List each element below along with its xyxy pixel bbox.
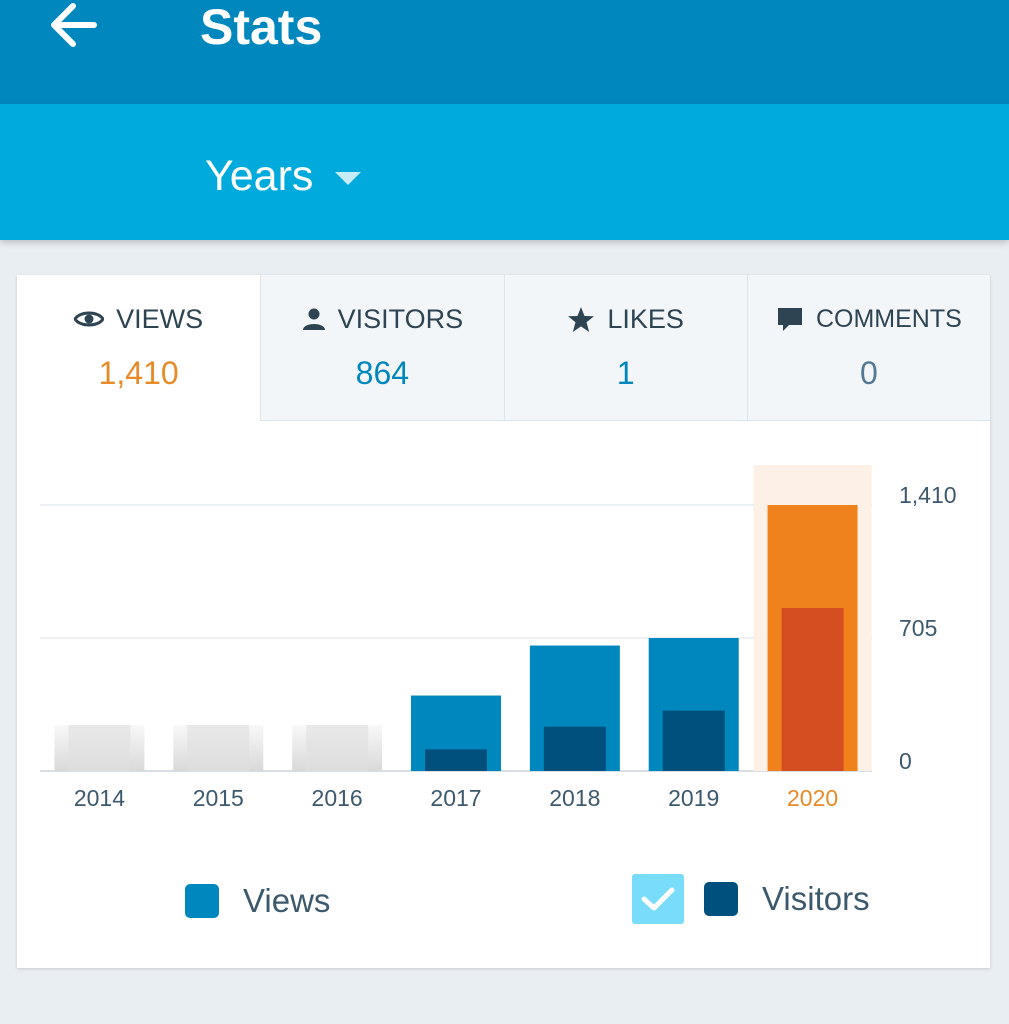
visitors-bar [662, 710, 725, 771]
star-icon [568, 306, 595, 332]
views-bar-chart: 2014 2015 2016 2017 2018 2019 2020 0 705 1,410 [40, 465, 957, 811]
y-axis-label: 1,410 [899, 482, 957, 508]
tab-label: LIKES [607, 303, 684, 334]
back-button[interactable] [46, 0, 102, 54]
chart-legend: Views Visitors [17, 850, 990, 940]
tab-visitors[interactable]: VISITORS 864 [260, 275, 504, 421]
empty-bar-placeholder-inner [187, 725, 250, 771]
x-axis-label: 2018 [549, 785, 600, 811]
legend-views: Views [185, 882, 330, 920]
visitors-bar [543, 726, 606, 771]
check-icon [641, 887, 675, 911]
y-axis-label: 705 [899, 615, 937, 641]
tab-value: 1 [616, 355, 635, 391]
visitors-checkbox[interactable] [632, 874, 684, 924]
visitors-bar [425, 749, 487, 771]
x-axis-label: 2020 [787, 785, 838, 811]
tab-value: 1,410 [98, 355, 179, 391]
visitors-bar [781, 608, 844, 771]
stats-card: VIEWS 1,410 VISITORS 864 LIKES 1 [17, 275, 990, 968]
y-axis-label: 0 [899, 748, 912, 774]
comment-icon [777, 307, 802, 331]
legend-views-label: Views [243, 882, 331, 919]
page-title: Stats [200, 0, 323, 55]
tab-views[interactable]: VIEWS 1,410 [17, 275, 261, 421]
views-swatch [185, 884, 219, 918]
tab-value: 0 [859, 355, 878, 391]
empty-bar-placeholder-inner [68, 725, 131, 771]
tab-label: VIEWS [116, 303, 204, 334]
empty-bar-placeholder-inner [306, 725, 369, 771]
legend-visitors-label: Visitors [762, 880, 870, 917]
app-bar: Stats [0, 0, 1009, 104]
x-axis-label: 2015 [193, 785, 244, 811]
caret-down-icon [335, 171, 362, 185]
x-axis-label: 2019 [668, 785, 719, 811]
period-label: Years [205, 151, 314, 200]
tab-likes[interactable]: LIKES 1 [503, 275, 747, 421]
x-axis-label: 2014 [74, 785, 125, 811]
x-axis-label: 2016 [312, 785, 363, 811]
stats-tabs: VIEWS 1,410 VISITORS 864 LIKES 1 [17, 275, 990, 421]
period-dropdown[interactable]: Years [205, 144, 362, 208]
tab-value: 864 [355, 355, 410, 391]
person-icon [302, 308, 325, 330]
legend-visitors: Visitors [632, 874, 870, 924]
eye-icon [74, 311, 105, 327]
x-axis-label: 2017 [430, 785, 481, 811]
arrow-left-icon [51, 3, 97, 47]
tab-comments[interactable]: COMMENTS 0 [746, 275, 990, 421]
tab-label: COMMENTS [815, 304, 962, 333]
period-bar: Years [0, 104, 1009, 240]
visitors-swatch [704, 882, 738, 916]
tab-label: VISITORS [337, 303, 464, 334]
